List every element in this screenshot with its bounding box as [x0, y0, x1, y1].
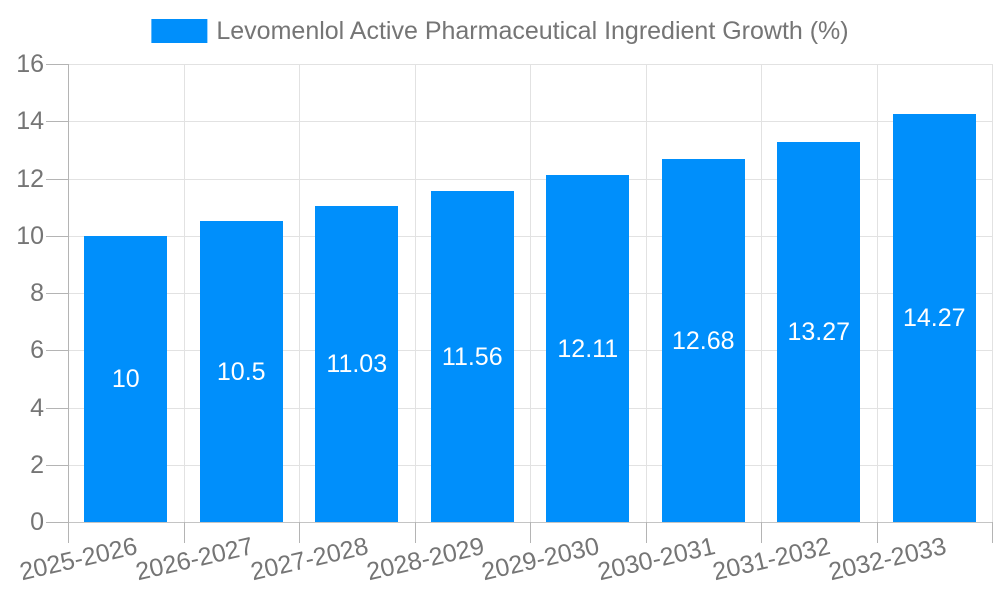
y-axis-label: 10 [16, 222, 44, 250]
bar: 13.27 [777, 142, 861, 522]
x-axis-label: 2027-2028 [248, 532, 372, 587]
y-axis-tick [46, 121, 68, 122]
x-axis-tick [877, 522, 878, 543]
bar-value-label: 14.27 [902, 303, 966, 332]
y-axis-label: 12 [16, 165, 44, 193]
y-axis-tick [46, 179, 68, 180]
x-axis-tick [530, 522, 531, 543]
bar: 11.56 [430, 191, 514, 522]
bar-value-label: 10 [111, 364, 140, 393]
y-axis-label: 4 [30, 394, 44, 422]
x-axis-label: 2025-2026 [17, 532, 141, 587]
y-axis-tick [46, 293, 68, 294]
y-axis-tick [46, 350, 68, 351]
y-axis-label: 8 [30, 279, 44, 307]
y-axis-tick [46, 522, 68, 523]
y-axis-label: 0 [30, 508, 44, 536]
gridline-vertical [646, 64, 647, 522]
bar: 12.68 [661, 159, 745, 522]
y-axis-tick [46, 64, 68, 65]
legend-label: Levomenlol Active Pharmaceutical Ingredi… [216, 17, 849, 45]
x-axis-tick [992, 522, 993, 543]
y-axis-tick [46, 236, 68, 237]
bar: 11.03 [315, 206, 399, 522]
x-axis-label: 2031-2032 [710, 532, 834, 587]
bar: 14.27 [892, 113, 976, 522]
y-axis-tick [46, 465, 68, 466]
x-axis-tick [184, 522, 185, 543]
x-axis-label: 2029-2030 [479, 532, 603, 587]
chart-legend: Levomenlol Active Pharmaceutical Ingredi… [151, 16, 849, 46]
y-axis-label: 6 [30, 336, 44, 364]
gridline-vertical [184, 64, 185, 522]
gridline-vertical [530, 64, 531, 522]
y-axis-label: 2 [30, 451, 44, 479]
x-axis-label: 2026-2027 [132, 532, 256, 587]
bar-value-label: 10.5 [216, 357, 266, 386]
bar: 10.5 [199, 221, 283, 522]
x-axis-tick [68, 522, 69, 543]
bar-value-label: 12.68 [671, 326, 735, 355]
gridline-vertical [299, 64, 300, 522]
x-axis-tick [646, 522, 647, 543]
y-axis-label: 14 [16, 107, 44, 135]
x-axis-tick [299, 522, 300, 543]
x-axis-label: 2030-2031 [594, 532, 718, 587]
bar-value-label: 12.11 [557, 334, 619, 363]
x-axis-tick [415, 522, 416, 543]
bar: 10 [84, 235, 168, 522]
y-axis-tick [46, 408, 68, 409]
y-axis-label: 16 [16, 50, 44, 78]
x-axis-tick [761, 522, 762, 543]
bar-value-label: 13.27 [787, 318, 851, 347]
legend-swatch [151, 19, 208, 43]
bar-value-label: 11.56 [441, 342, 503, 371]
gridline-vertical [761, 64, 762, 522]
gridline-vertical [877, 64, 878, 522]
bar-value-label: 11.03 [326, 350, 388, 379]
x-axis-label: 2032-2033 [825, 532, 949, 587]
gridline-vertical [415, 64, 416, 522]
gridline-vertical [992, 64, 993, 522]
y-axis-line [68, 64, 69, 522]
bar: 12.11 [546, 175, 630, 522]
x-axis-label: 2028-2029 [363, 532, 487, 587]
